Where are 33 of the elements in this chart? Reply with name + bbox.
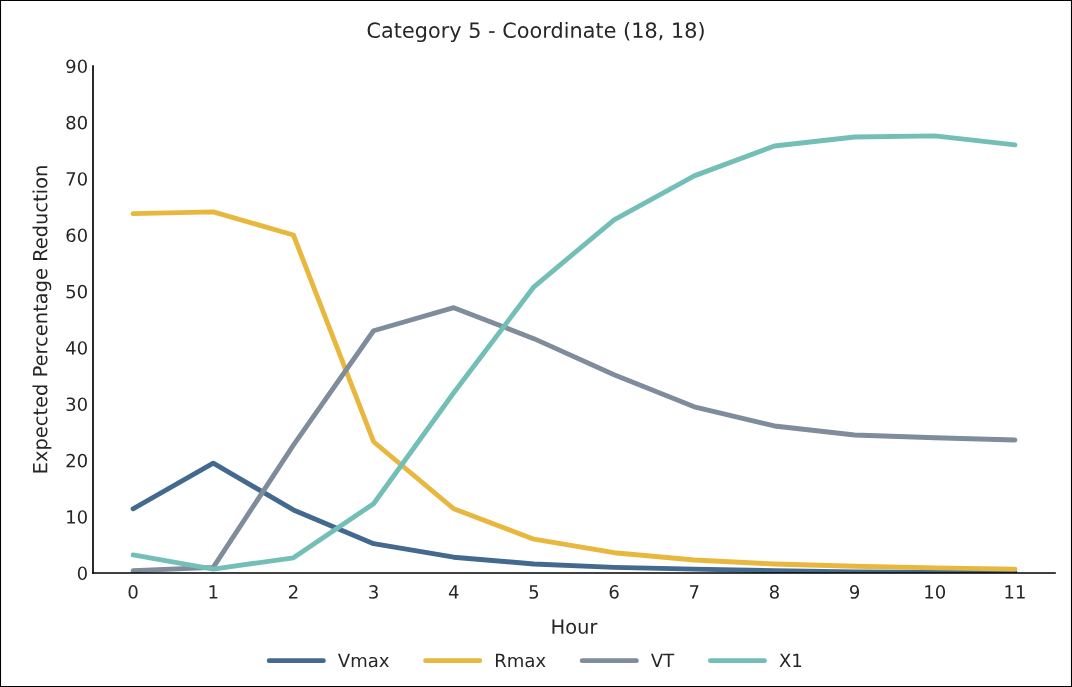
y-tick-label: 40 xyxy=(66,341,87,355)
x-tick-label: 3 xyxy=(369,585,378,599)
x-tick-label: 11 xyxy=(1005,585,1025,599)
legend-label: VT xyxy=(650,653,675,667)
line-series xyxy=(130,133,1018,572)
x-tick-label: 7 xyxy=(689,585,699,599)
y-tick-label: 60 xyxy=(66,228,87,243)
y-tick-label: 20 xyxy=(66,453,87,468)
y-tick-label: 50 xyxy=(66,284,87,299)
x-tick-label: 8 xyxy=(769,585,779,599)
legend-label: Vmax xyxy=(337,653,389,668)
x-tick-label: 10 xyxy=(925,585,946,599)
y-tick-label: 10 xyxy=(67,510,87,524)
x-tick-label: 0 xyxy=(128,585,138,599)
x-tick-label: 9 xyxy=(849,585,860,599)
legend-label: X1 xyxy=(779,653,802,667)
y-axis-title: Expected Percentage Reduction xyxy=(32,166,52,473)
y-tick-label: 80 xyxy=(66,115,87,130)
y-tick-label: 70 xyxy=(66,172,87,186)
x-tick-label: 4 xyxy=(448,585,459,599)
x-tick-label: 6 xyxy=(609,585,619,599)
y-tick-label: 0 xyxy=(77,566,87,581)
y-tick-label: 30 xyxy=(66,397,87,412)
line-series xyxy=(130,460,1018,573)
x-tick-label: 2 xyxy=(289,585,298,599)
line-series xyxy=(130,209,1018,572)
line-series xyxy=(130,305,1018,573)
x-tick-label: 5 xyxy=(529,585,539,599)
x-axis-title: Hour xyxy=(552,619,598,634)
x-tick-label: 1 xyxy=(209,585,218,599)
chart-title: Category 5 - Coordinate (18, 18) xyxy=(367,21,704,43)
y-tick-label: 90 xyxy=(66,59,87,74)
legend-label: Rmax xyxy=(496,653,546,668)
